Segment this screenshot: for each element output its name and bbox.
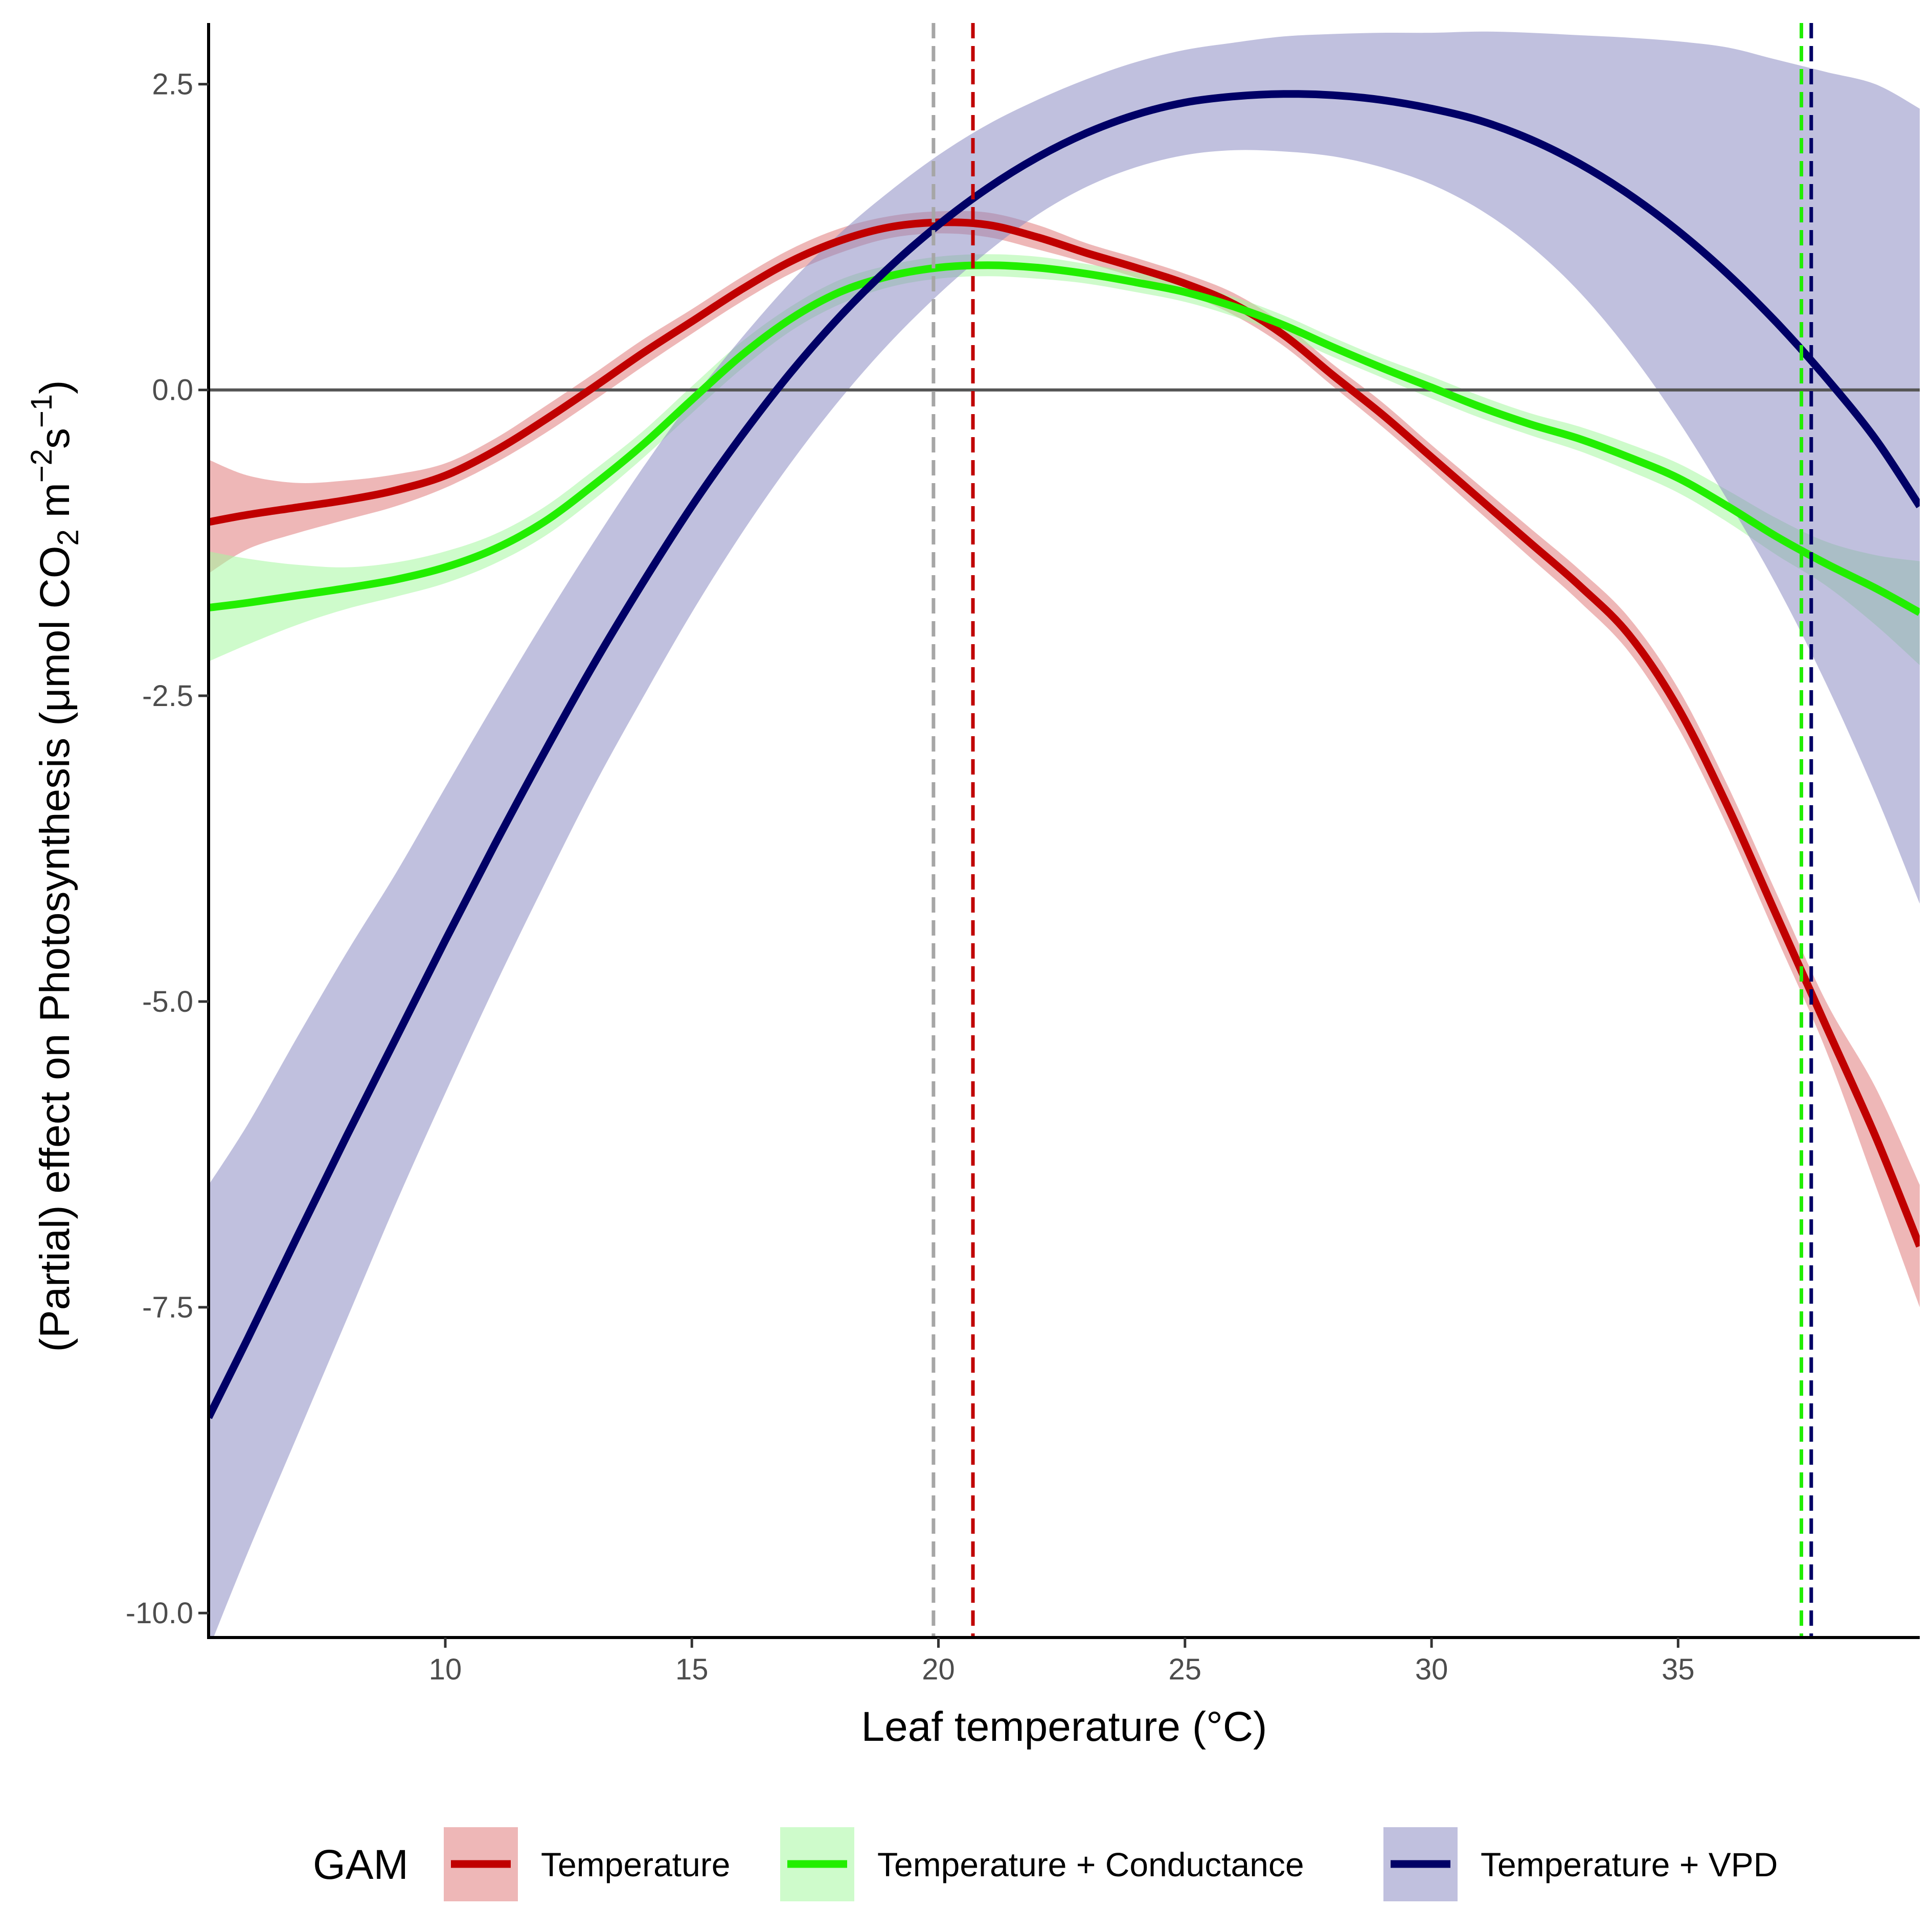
legend-item-temperature-vpd: Temperature + VPD	[1383, 1827, 1778, 1901]
legend-label: Temperature + VPD	[1481, 1846, 1778, 1883]
band-temperature-vpd	[209, 31, 1920, 1638]
y-tick-label: -7.5	[142, 1291, 193, 1324]
y-axis-title-s: s	[32, 428, 78, 449]
legend-items: Temperature Temperature + Conductance Temp…	[444, 1827, 1778, 1901]
y-axis-ticks: -10.0 -7.5 -5.0 -2.5 0.0 2.5	[126, 68, 209, 1630]
y-axis-title-subscript: 2	[52, 529, 85, 545]
confidence-bands	[209, 31, 1920, 1638]
legend-item-temperature: Temperature	[444, 1827, 731, 1901]
y-tick-label: 0.0	[152, 374, 193, 407]
y-axis-title-close: )	[32, 380, 78, 394]
y-tick-label: -2.5	[142, 679, 193, 713]
x-axis-title: Leaf temperature (°C)	[861, 1703, 1267, 1750]
line-temperature-conductance	[209, 261, 1920, 616]
y-tick-label: 2.5	[152, 68, 193, 101]
legend: GAM Temperature Temperature + Conductance…	[313, 1827, 1778, 1901]
x-tick-label: 15	[675, 1653, 709, 1686]
axes	[207, 23, 1920, 1639]
y-axis-title-unit: m	[32, 483, 78, 529]
y-axis-title: (Partial) effect on Photosynthesis (μmol…	[25, 380, 85, 1352]
optimum-vertical-lines	[931, 23, 1813, 1638]
fitted-curves	[209, 90, 1920, 1419]
x-axis-ticks: 10 15 20 25 30 35	[429, 1638, 1695, 1686]
legend-label: Temperature + Conductance	[877, 1846, 1304, 1883]
y-axis-title-exponent-1: −2	[25, 449, 58, 483]
y-tick-label: -5.0	[142, 985, 193, 1018]
x-tick-label: 25	[1169, 1653, 1202, 1686]
x-tick-label: 20	[922, 1653, 955, 1686]
y-axis-title-exponent-2: −1	[25, 394, 58, 428]
x-tick-label: 30	[1415, 1653, 1448, 1686]
legend-title: GAM	[313, 1842, 408, 1888]
legend-item-temperature-conductance: Temperature + Conductance	[780, 1827, 1304, 1901]
legend-label: Temperature	[541, 1846, 731, 1883]
y-tick-label: -10.0	[126, 1597, 193, 1630]
line-temperature	[209, 218, 1920, 1248]
y-axis-title-main: (Partial) effect on Photosynthesis (μmol…	[32, 545, 78, 1352]
line-temperature-vpd	[209, 90, 1920, 1419]
x-tick-label: 35	[1662, 1653, 1695, 1686]
x-tick-label: 10	[429, 1653, 462, 1686]
